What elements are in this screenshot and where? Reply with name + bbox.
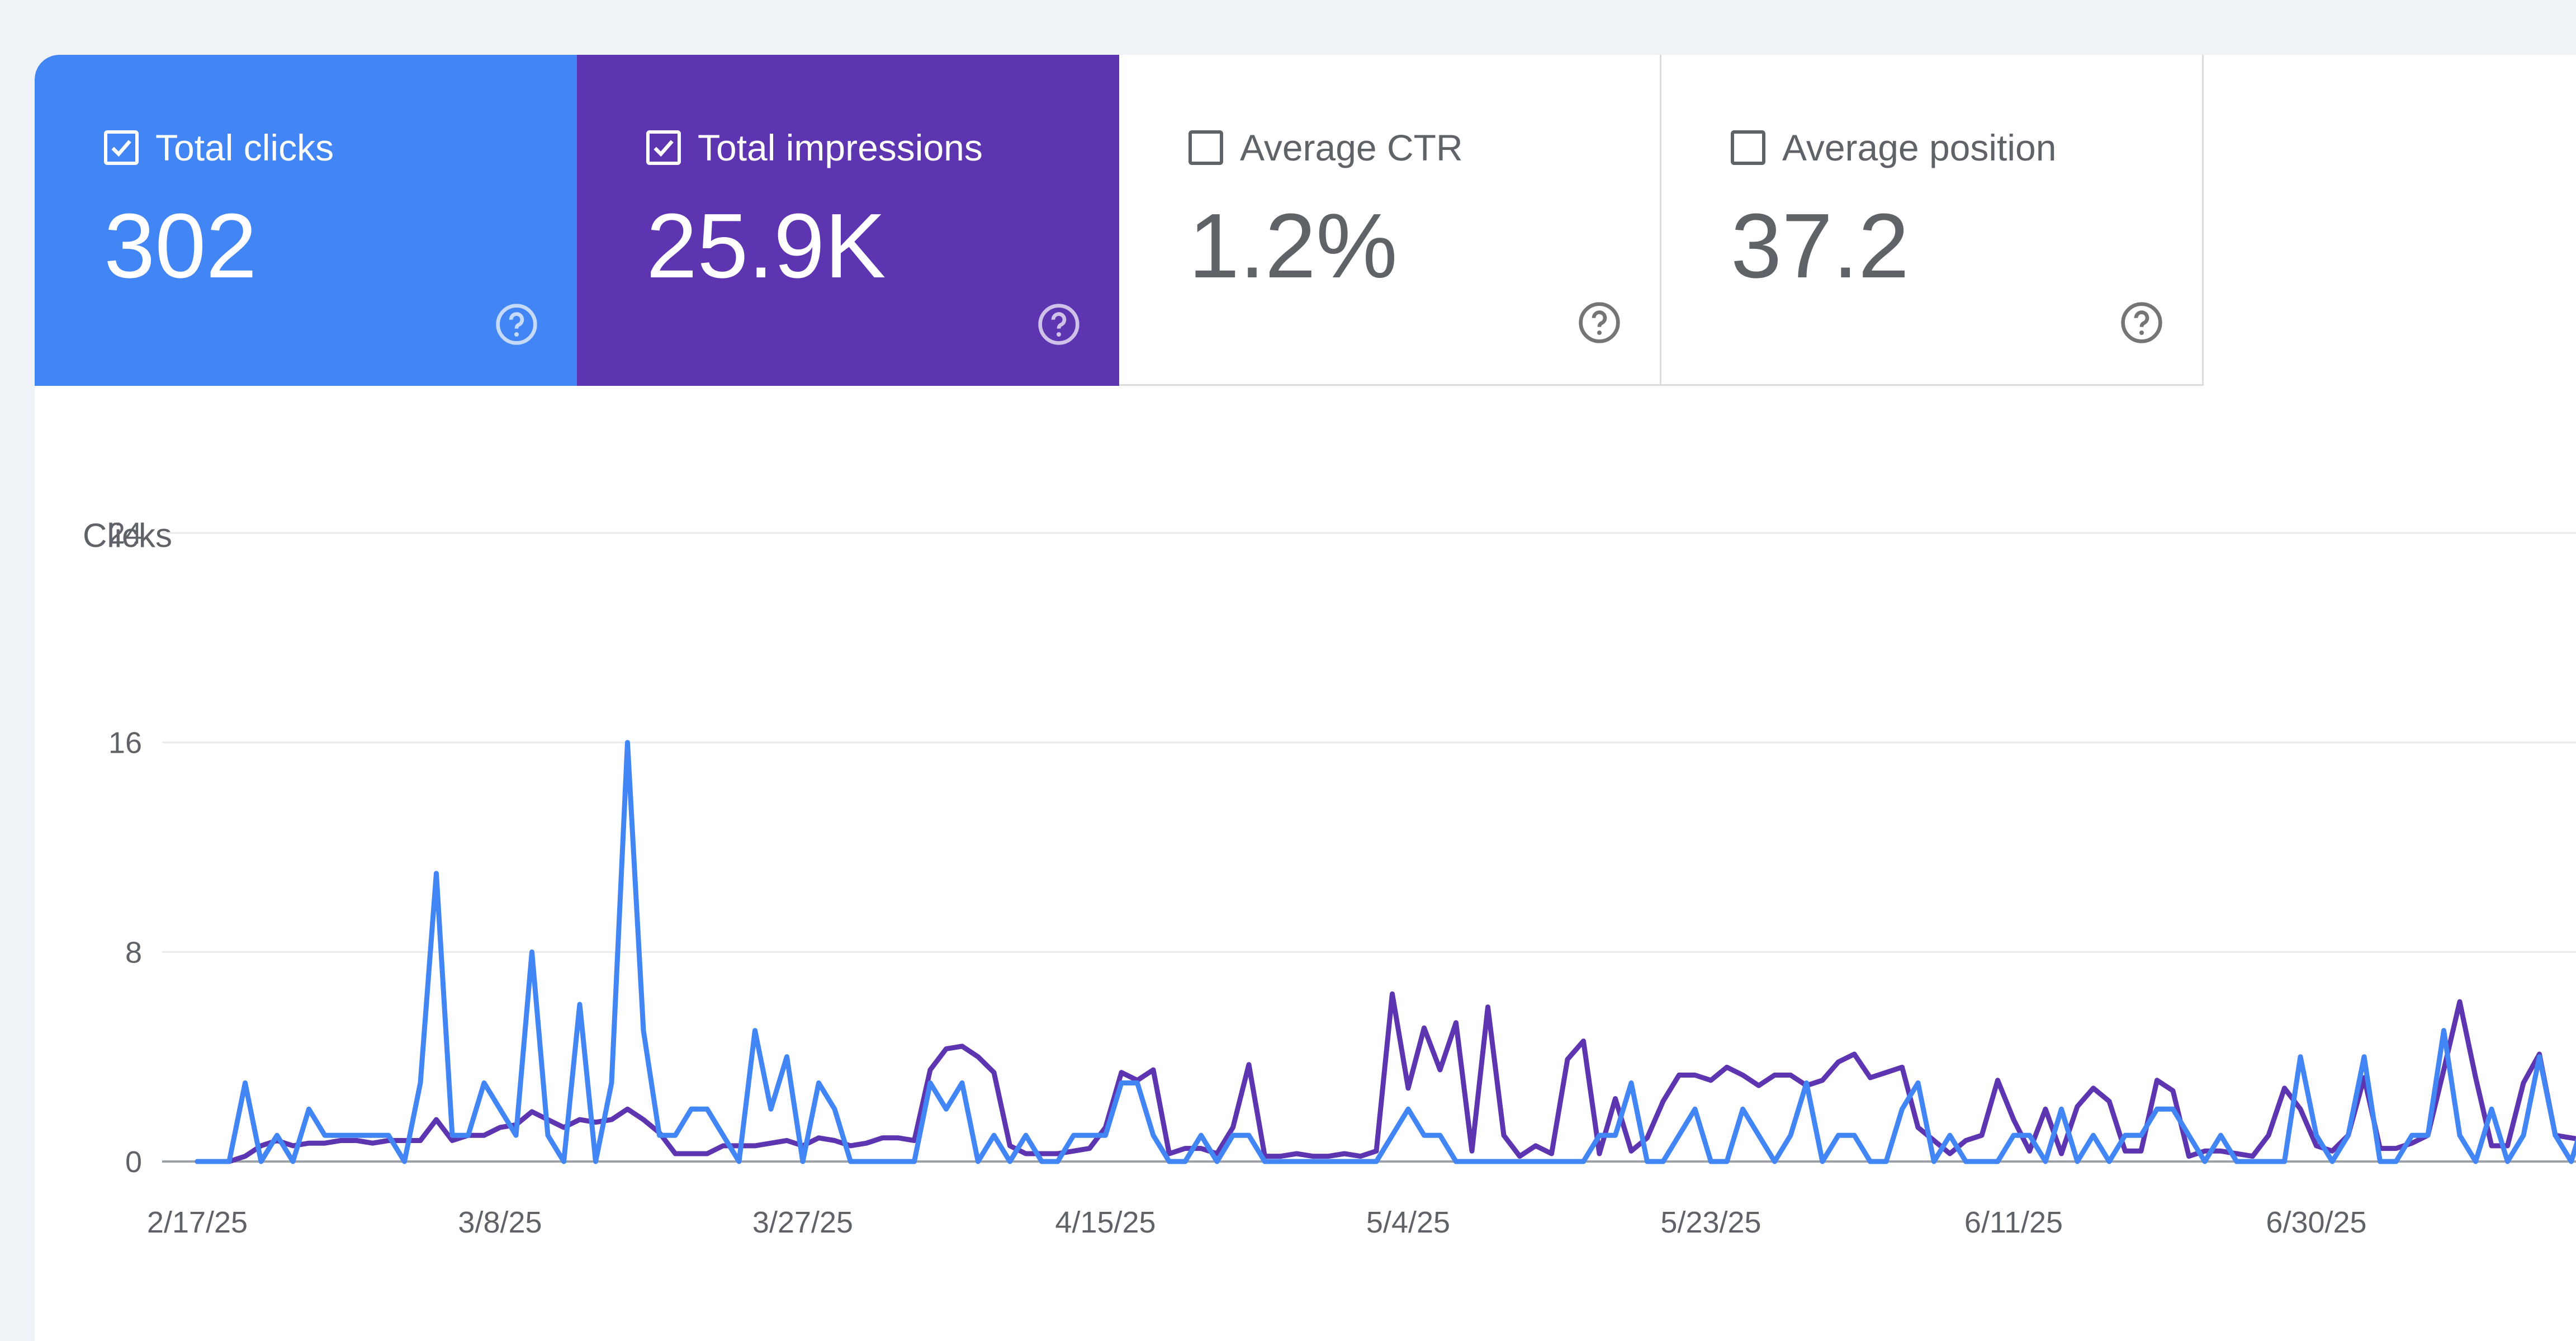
y-tick-label: 16	[108, 726, 142, 760]
total-impressions-label: Total impressions	[698, 127, 983, 168]
total-clicks-card[interactable]: Total clicks 302	[35, 55, 577, 386]
total-clicks-header: Total clicks	[104, 126, 334, 169]
x-tick-label: 2/17/25	[147, 1206, 248, 1239]
help-icon[interactable]	[494, 302, 539, 347]
performance-panel: Total clicks 302 Total impressions 25.9K	[35, 55, 2576, 1341]
total-clicks-checkbox[interactable]	[104, 130, 139, 165]
y-tick-label: 8	[125, 936, 142, 969]
average-ctr-checkbox[interactable]	[1188, 130, 1223, 165]
x-tick-label: 4/15/25	[1055, 1206, 1156, 1239]
average-position-value: 37.2	[1731, 195, 1910, 297]
total-clicks-value: 302	[104, 195, 257, 297]
help-icon[interactable]	[2119, 300, 2164, 345]
x-tick-label: 6/30/25	[2266, 1206, 2366, 1239]
x-tick-labels: 2/17/25 3/8/25 3/27/25 4/15/25 5/4/25 5/23/25…	[147, 1206, 2367, 1239]
average-ctr-value: 1.2%	[1188, 195, 1398, 297]
y-tick-label: 24	[108, 517, 142, 550]
y-tick-labels: 0 8 16 24	[108, 517, 142, 1179]
total-impressions-value: 25.9K	[646, 195, 886, 297]
metric-cards: Total clicks 302 Total impressions 25.9K	[35, 55, 2204, 386]
help-icon[interactable]	[1036, 302, 1081, 347]
clicks-chart: Clicks 0 8 16 24 2/17/25 3/8/25 3/27/25 4/15/2…	[83, 517, 2576, 1239]
total-impressions-card[interactable]: Total impressions 25.9K	[577, 55, 1119, 386]
average-position-checkbox[interactable]	[1731, 130, 1765, 165]
average-position-card[interactable]: Average position 37.2	[1661, 55, 2204, 386]
total-clicks-label: Total clicks	[155, 127, 334, 168]
check-icon	[111, 140, 131, 157]
total-impressions-checkbox[interactable]	[646, 130, 681, 165]
y-axis-title: Clicks	[83, 517, 172, 554]
impressions-series-line	[195, 991, 2576, 1164]
x-tick-label: 6/11/25	[1964, 1206, 2063, 1239]
average-position-header: Average position	[1731, 126, 2056, 169]
x-tick-label: 5/23/25	[1660, 1206, 1761, 1239]
check-icon	[654, 140, 674, 157]
series-lines	[195, 740, 2576, 1164]
average-ctr-label: Average CTR	[1240, 127, 1463, 168]
x-tick-label: 3/27/25	[752, 1206, 853, 1239]
y-tick-label: 0	[125, 1145, 142, 1179]
average-ctr-card[interactable]: Average CTR 1.2%	[1119, 55, 1661, 386]
x-tick-label: 5/4/25	[1366, 1206, 1450, 1239]
help-icon[interactable]	[1577, 300, 1622, 345]
average-ctr-header: Average CTR	[1188, 126, 1463, 169]
x-tick-label: 3/8/25	[458, 1206, 542, 1239]
clicks-series-line	[195, 740, 2576, 1164]
average-position-label: Average position	[1782, 127, 2057, 168]
total-impressions-header: Total impressions	[646, 126, 983, 169]
